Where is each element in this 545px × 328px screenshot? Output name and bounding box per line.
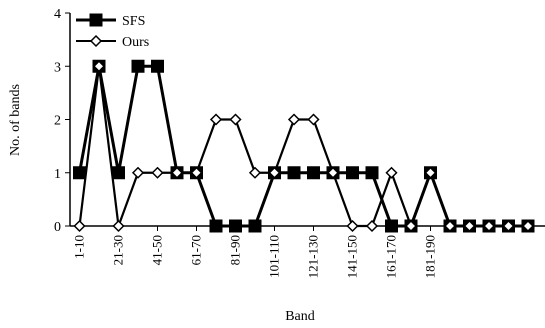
- data-point-sfs: [365, 166, 379, 180]
- data-point-sfs: [307, 166, 320, 180]
- data-point-ours: [346, 219, 359, 233]
- data-point-sfs: [112, 166, 125, 180]
- x-ticks: 1-10 21-30 41-50 61-70 81-90 101-110 121-130 14…: [72, 226, 438, 278]
- data-point-sfs: [151, 59, 164, 73]
- data-point-ours: [209, 113, 223, 126]
- y-tick-label: 3: [54, 60, 61, 75]
- data-point-ours: [229, 113, 242, 126]
- x-tick-label: 21-30: [111, 235, 126, 265]
- data-point-ours: [404, 219, 418, 233]
- y-tick-label: 0: [54, 220, 61, 235]
- x-axis-label: Band: [285, 309, 315, 324]
- legend-marker-ours: [89, 34, 103, 48]
- x-tick-label: 181-190: [423, 235, 438, 278]
- data-point-sfs: [209, 219, 223, 233]
- data-point-ours: [443, 219, 457, 233]
- data-point-ours: [112, 219, 125, 233]
- data-point-ours: [73, 219, 86, 233]
- data-point-ours: [424, 166, 437, 179]
- x-tick-label: 141-150: [345, 235, 360, 278]
- legend: SFS Ours: [76, 13, 149, 50]
- data-point-ours: [502, 219, 515, 233]
- series-markers: [73, 59, 535, 233]
- data-point-ours: [268, 166, 281, 179]
- legend-label-ours: Ours: [122, 35, 149, 50]
- data-point-ours: [326, 166, 340, 179]
- data-point-ours: [463, 219, 476, 233]
- x-tick-label: 61-70: [189, 235, 204, 265]
- y-axis-label: No. of bands: [8, 84, 23, 156]
- data-point-ours: [92, 60, 106, 73]
- y-tick-label: 4: [54, 7, 61, 22]
- data-point-ours: [287, 113, 301, 126]
- data-point-ours: [170, 166, 184, 179]
- data-point-sfs: [131, 59, 145, 73]
- data-point-sfs: [229, 219, 242, 233]
- x-tick-label: 41-50: [150, 235, 165, 265]
- x-tick-label: 121-130: [306, 235, 321, 278]
- data-point-sfs: [287, 166, 301, 180]
- data-point-ours: [151, 166, 164, 179]
- data-point-ours: [521, 219, 535, 233]
- data-point-ours: [131, 166, 145, 179]
- y-ticks: 0 1 2 3 4: [54, 7, 70, 235]
- data-point-sfs: [73, 166, 86, 180]
- y-tick-label: 1: [54, 167, 61, 182]
- x-tick-label: 81-90: [228, 235, 243, 265]
- data-point-sfs: [346, 166, 359, 180]
- data-point-sfs: [248, 219, 262, 233]
- legend-label-sfs: SFS: [122, 14, 145, 29]
- x-tick-label: 161-170: [384, 235, 399, 278]
- data-point-sfs: [385, 219, 398, 233]
- legend-marker-sfs: [89, 13, 103, 27]
- data-point-ours: [307, 113, 320, 126]
- data-point-ours: [385, 166, 398, 179]
- data-point-ours: [482, 219, 496, 233]
- y-tick-label: 2: [54, 114, 61, 129]
- series-line-ours: [78, 66, 528, 230]
- series-lines: [78, 64, 528, 230]
- data-point-ours: [248, 166, 262, 179]
- data-point-ours: [190, 166, 203, 179]
- data-point-ours: [365, 219, 379, 233]
- x-tick-label: 101-110: [267, 235, 282, 278]
- series-line-sfs: [78, 64, 528, 228]
- x-tick-label: 1-10: [72, 235, 87, 259]
